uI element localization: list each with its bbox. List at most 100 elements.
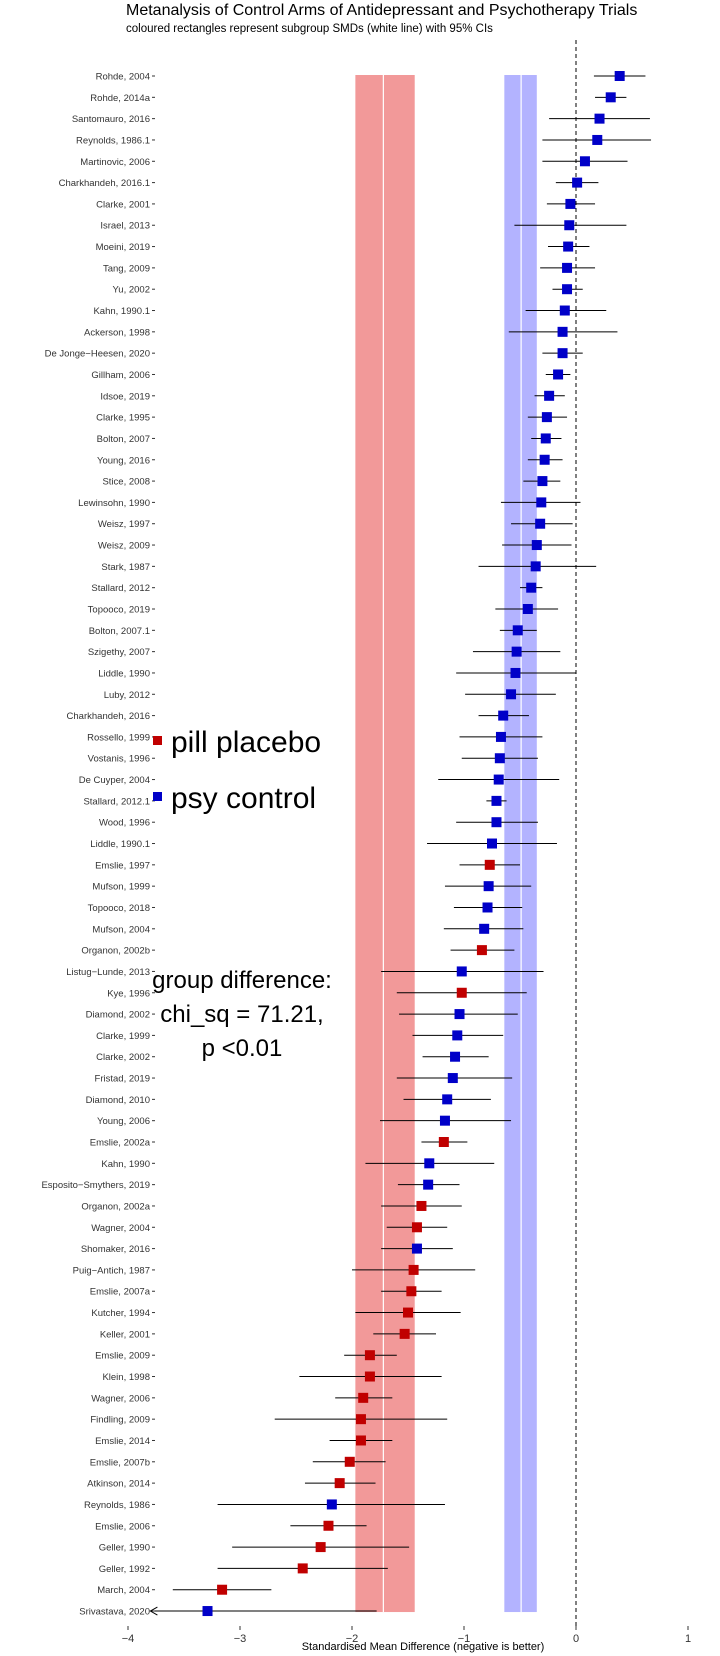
legend: pill placebo psy control	[153, 726, 321, 815]
study-point-psy	[487, 838, 497, 849]
study-label: Organon, 2002a	[81, 1201, 150, 1212]
legend-label-psy: psy control	[171, 782, 316, 815]
study-label: Kahn, 1990.1	[93, 306, 150, 317]
study-label: Santomauro, 2016	[72, 114, 150, 125]
study-point-psy	[562, 262, 573, 273]
x-tick-label: −2	[346, 1633, 359, 1645]
study-label: Klein, 1998	[102, 1372, 150, 1383]
study-label: Reynolds, 1986	[84, 1500, 150, 1511]
study-label: Vostanis, 1996	[88, 754, 150, 765]
x-tick-label: −4	[122, 1633, 135, 1645]
study-point-psy	[506, 689, 517, 700]
study-point-psy	[541, 412, 552, 423]
study-point-psy	[565, 198, 576, 209]
study-point-psy	[540, 433, 551, 444]
study-label: Wagner, 2004	[91, 1223, 150, 1234]
study-point-psy	[592, 134, 603, 145]
study-point-psy	[493, 774, 504, 785]
study-label: Luby, 2012	[104, 690, 150, 701]
study-label: Puig−Antich, 1987	[73, 1265, 150, 1276]
study-point-pill	[484, 859, 495, 870]
study-point-psy	[559, 305, 570, 316]
study-point-pill	[364, 1371, 375, 1382]
study-point-pill	[315, 1542, 326, 1553]
study-point-psy	[439, 1115, 450, 1126]
study-point-psy	[450, 1051, 461, 1062]
study-label: Clarke, 2002	[96, 1052, 150, 1063]
study-point-pill	[476, 945, 487, 956]
study-label: Young, 2016	[97, 455, 150, 466]
study-point-psy	[557, 326, 568, 337]
study-label: Topooco, 2019	[88, 605, 150, 616]
study-label: Keller, 2001	[100, 1329, 150, 1340]
study-labels: Rohde, 2004 Rohde, 2014a Santomauro, 2016 R…	[41, 72, 155, 1618]
study-point-psy	[562, 284, 573, 295]
study-label: Emslie, 2002a	[90, 1138, 151, 1149]
study-label: Emslie, 1997	[95, 860, 150, 871]
study-label: Yu, 2002	[112, 285, 150, 296]
study-label: Kahn, 1990	[101, 1159, 150, 1170]
x-axis: −4 −3 −2 −1 0 1	[122, 1626, 691, 1645]
study-point-pill	[358, 1392, 369, 1403]
study-label: Stallard, 2012.1	[83, 796, 150, 807]
study-point-pill	[406, 1286, 417, 1297]
chart-title: Metanalysis of Control Arms of Antidepre…	[126, 2, 638, 19]
study-points	[202, 71, 625, 1617]
study-label: Findling, 2009	[90, 1415, 150, 1426]
study-label: Emslie, 2007a	[90, 1287, 151, 1298]
annotation-line: chi_sq = 71.21,	[160, 1001, 323, 1028]
study-point-psy	[483, 881, 494, 892]
study-label: Listug−Lunde, 2013	[66, 967, 150, 978]
study-label: Moeini, 2019	[96, 242, 150, 253]
study-label: Mufson, 2004	[92, 924, 150, 935]
study-point-psy	[539, 454, 550, 465]
study-point-psy	[531, 540, 542, 551]
study-point-psy	[537, 476, 548, 487]
study-point-pill	[323, 1520, 334, 1531]
legend-key-pill	[153, 736, 162, 745]
study-label: Ackerson, 1998	[84, 327, 150, 338]
study-label: Topooco, 2018	[88, 903, 150, 914]
study-point-psy	[579, 156, 590, 167]
ci-truncation-arrow	[149, 1606, 158, 1616]
study-point-pill	[411, 1222, 422, 1233]
study-label: Kutcher, 1994	[91, 1308, 150, 1319]
study-point-psy	[536, 497, 547, 508]
x-tick-label: −3	[234, 1633, 247, 1645]
study-label: Diamond, 2010	[86, 1095, 150, 1106]
study-label: Bolton, 2007.1	[89, 626, 150, 637]
study-label: Fristad, 2019	[95, 1074, 150, 1085]
study-label: Esposito−Smythers, 2019	[41, 1180, 150, 1191]
study-point-pill	[364, 1350, 375, 1361]
study-label: Clarke, 2001	[96, 199, 150, 210]
study-label: Szigethy, 2007	[88, 647, 150, 658]
study-label: Stice, 2008	[102, 477, 150, 488]
study-label: De Jonge−Heesen, 2020	[45, 349, 150, 360]
study-label: Stark, 1987	[101, 562, 150, 573]
study-point-psy	[530, 561, 541, 572]
study-point-psy	[572, 177, 583, 188]
study-label: Emslie, 2014	[95, 1436, 150, 1447]
study-label: Bolton, 2007	[97, 434, 150, 445]
study-point-psy	[456, 966, 467, 977]
study-point-psy	[557, 348, 568, 359]
study-point-psy	[563, 241, 574, 252]
chart-subtitle: coloured rectangles represent subgroup S…	[126, 23, 493, 35]
study-point-psy	[605, 92, 616, 103]
study-point-psy	[411, 1243, 422, 1254]
study-label: Liddle, 1990	[98, 668, 150, 679]
study-label: Wood, 1996	[99, 818, 150, 829]
study-point-pill	[355, 1435, 366, 1446]
study-point-psy	[614, 71, 625, 81]
study-point-psy	[495, 731, 506, 742]
study-point-psy	[491, 817, 502, 828]
study-label: Idsoe, 2019	[100, 391, 150, 402]
study-point-psy	[424, 1158, 435, 1169]
x-axis-title: Standardised Mean Difference (negative i…	[302, 1641, 545, 1653]
study-point-psy	[512, 625, 523, 636]
legend-key-psy	[153, 792, 162, 801]
study-point-pill	[297, 1563, 308, 1574]
study-point-psy	[564, 220, 575, 231]
study-point-psy	[423, 1179, 434, 1190]
study-point-psy	[594, 113, 605, 124]
